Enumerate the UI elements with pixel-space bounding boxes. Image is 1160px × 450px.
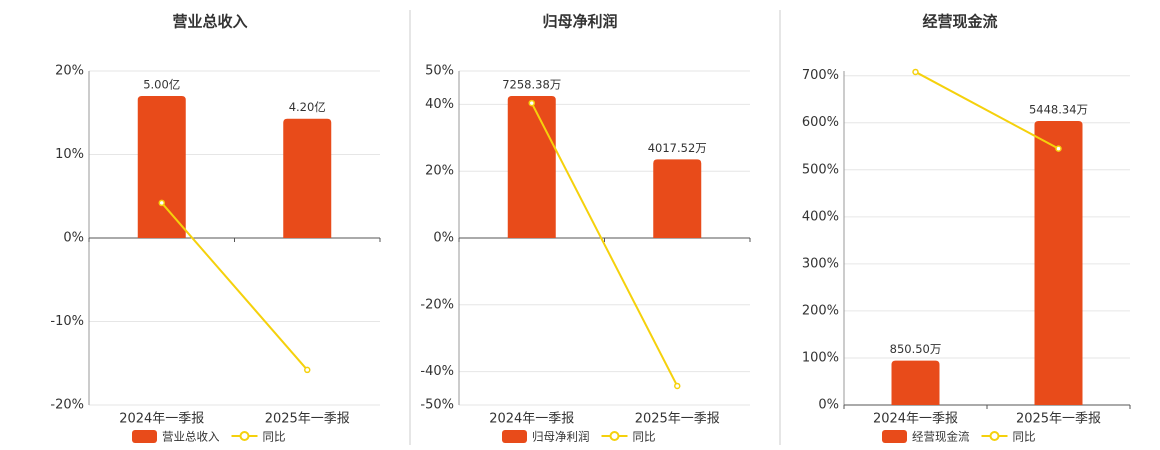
legend-swatch <box>609 431 620 441</box>
y-tick-label: 200% <box>802 303 839 318</box>
chart-title: 归母净利润 <box>542 13 617 31</box>
y-tick-label: 10% <box>55 147 84 162</box>
legend-label: 同比 <box>633 430 656 444</box>
value-label: 5448.34万 <box>1029 102 1088 116</box>
legend-swatch <box>239 431 250 441</box>
y-tick-label: 700% <box>802 68 839 83</box>
line-point <box>528 99 535 107</box>
line <box>915 71 1059 150</box>
line <box>160 202 309 371</box>
value-label: 7258.38万 <box>502 77 561 91</box>
bar <box>283 118 332 238</box>
legend-swatch <box>502 430 527 443</box>
bar <box>891 360 940 405</box>
line-point <box>674 382 681 390</box>
x-tick-label: 2025年一季报 <box>265 412 350 427</box>
y-tick-label: -20% <box>420 297 454 312</box>
value-label: 4.20亿 <box>289 100 326 114</box>
y-tick-label: 300% <box>802 256 839 271</box>
legend-label: 同比 <box>263 430 286 444</box>
legend-label: 归母净利润 <box>532 430 590 444</box>
x-tick-label: 2024年一季报 <box>489 412 574 427</box>
y-tick-label: 500% <box>802 162 839 177</box>
y-tick-label: 0% <box>433 231 454 246</box>
legend-swatch <box>989 431 1000 441</box>
y-tick-label: 600% <box>802 115 839 130</box>
y-tick-label: -20% <box>50 398 84 413</box>
value-label: 5.00亿 <box>143 77 180 91</box>
chart-title: 营业总收入 <box>172 13 247 31</box>
legend-label: 同比 <box>1013 430 1036 444</box>
x-tick-label: 2024年一季报 <box>119 412 204 427</box>
legend-label: 经营现金流 <box>912 430 970 444</box>
legend-swatch <box>132 430 157 443</box>
y-tick-label: 400% <box>802 209 839 224</box>
value-label: 4017.52万 <box>648 141 707 155</box>
y-tick-label: 20% <box>55 64 84 79</box>
chart-title: 经营现金流 <box>922 13 997 31</box>
bar <box>137 95 186 238</box>
line-point <box>304 366 311 374</box>
line-point <box>158 199 165 207</box>
line <box>530 102 679 387</box>
value-label: 850.50万 <box>890 342 942 356</box>
y-tick-label: 40% <box>425 97 454 112</box>
bar <box>1034 120 1083 406</box>
y-tick-label: 100% <box>802 350 839 365</box>
y-tick-label: -50% <box>420 398 454 413</box>
line-point <box>1055 145 1062 152</box>
line-point <box>912 68 919 76</box>
x-tick-label: 2024年一季报 <box>873 412 958 427</box>
legend-label: 营业总收入 <box>162 430 220 444</box>
bar <box>507 95 556 239</box>
legend-swatch <box>882 430 907 443</box>
y-tick-label: 20% <box>425 164 454 179</box>
x-tick-label: 2025年一季报 <box>635 412 720 427</box>
bar <box>653 159 702 238</box>
y-tick-label: 50% <box>425 64 454 79</box>
y-tick-label: 0% <box>63 231 84 246</box>
y-tick-label: 0% <box>818 398 839 413</box>
x-tick-label: 2025年一季报 <box>1016 412 1101 427</box>
y-tick-label: -40% <box>420 364 454 379</box>
y-tick-label: -10% <box>50 314 84 329</box>
